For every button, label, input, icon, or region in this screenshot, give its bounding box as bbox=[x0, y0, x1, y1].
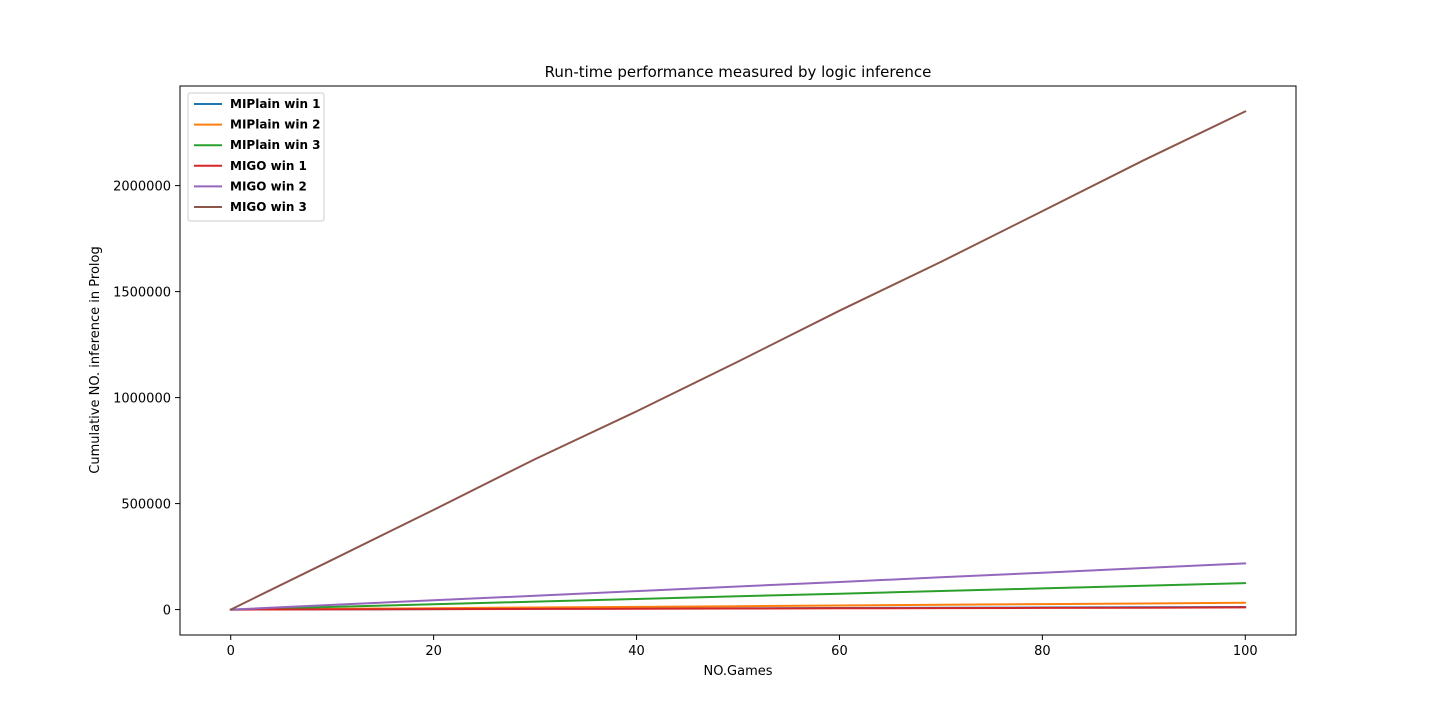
y-tick-label: 1000000 bbox=[113, 392, 171, 407]
y-tick-label: 500000 bbox=[121, 498, 171, 513]
y-tick-label: 1500000 bbox=[113, 286, 171, 301]
y-tick-label: 0 bbox=[163, 604, 171, 619]
series-line-3 bbox=[229, 582, 1247, 611]
legend-label: MIGO win 3 bbox=[230, 200, 307, 214]
x-tick-label: 0 bbox=[227, 644, 235, 659]
x-tick-label: 20 bbox=[425, 644, 442, 659]
plot-area bbox=[229, 110, 1247, 611]
legend-label: MIPlain win 3 bbox=[230, 138, 321, 152]
x-tick-label: 60 bbox=[831, 644, 848, 659]
legend-label: MIPlain win 2 bbox=[230, 118, 321, 132]
chart-title: Run-time performance measured by logic i… bbox=[545, 63, 932, 81]
x-axis-label: NO.Games bbox=[703, 664, 772, 679]
series-line-5 bbox=[229, 562, 1247, 611]
axis-ticks: 0 20 40 60 80 100 0 500000 1000000 1500000 2000000 bbox=[113, 180, 1258, 659]
plot-frame bbox=[179, 85, 1297, 636]
x-tick-label: 80 bbox=[1034, 644, 1051, 659]
legend-label: MIPlain win 1 bbox=[230, 97, 321, 111]
y-tick-label: 2000000 bbox=[113, 180, 171, 195]
x-tick-label: 40 bbox=[628, 644, 645, 659]
legend-label: MIGO win 1 bbox=[230, 159, 307, 173]
series-line-6 bbox=[229, 110, 1247, 611]
x-tick-label: 100 bbox=[1233, 644, 1258, 659]
series-line-4 bbox=[229, 606, 1247, 611]
y-axis-label: Cumulative NO. inference in Prolog bbox=[88, 246, 103, 473]
legend-label: MIGO win 2 bbox=[230, 179, 307, 193]
